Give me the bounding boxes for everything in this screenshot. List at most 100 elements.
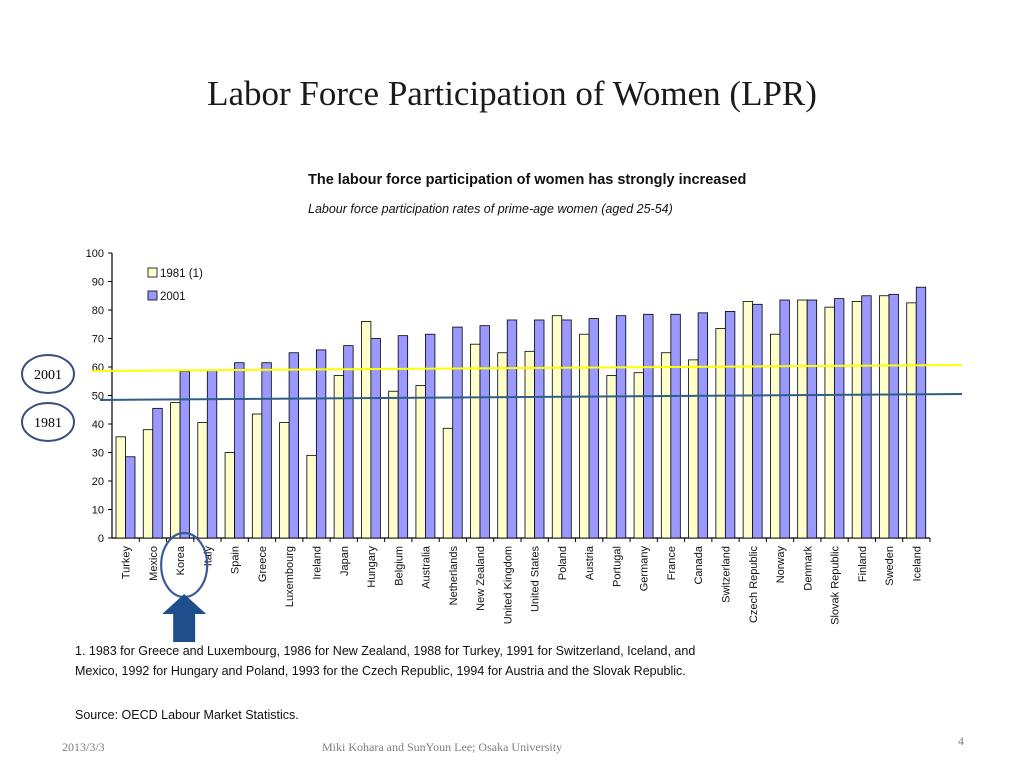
bar-2001-netherlands <box>452 326 463 539</box>
y-tick-label: 100 <box>86 248 104 260</box>
chart-subtitle: Labour force participation rates of prim… <box>308 202 673 216</box>
bar-1981-greece <box>251 413 263 539</box>
x-tick-label: Norway <box>775 546 787 584</box>
x-tick-label: Hungary <box>366 546 378 588</box>
reference-label-2001: 2001 <box>34 368 62 383</box>
x-tick-label: Sweden <box>884 546 896 586</box>
bar-1981-japan <box>333 375 345 539</box>
bar-1981-ireland <box>306 454 317 539</box>
bar-2001-finland <box>861 295 872 539</box>
x-tick-label: Greece <box>257 546 269 582</box>
bar-2001-korea <box>179 370 190 539</box>
bar-1981-norway <box>770 333 781 539</box>
chart-footnote: 1. 1983 for Greece and Luxembourg, 1986 … <box>75 644 696 678</box>
bar-1981-france <box>660 352 672 539</box>
bar-1981-spain <box>224 452 235 539</box>
x-tick-label: Switzerland <box>721 546 733 603</box>
x-tick-label: New Zealand <box>475 546 487 611</box>
bar-2001-ireland <box>315 349 327 539</box>
bar-2001-norway <box>779 299 790 539</box>
x-tick-label: Australia <box>421 545 433 589</box>
bar-2001-germany <box>643 313 654 539</box>
x-tick-label: Belgium <box>393 546 405 586</box>
bar-2001-mexico <box>152 407 163 539</box>
x-tick-label: Netherlands <box>448 546 460 606</box>
x-tick-label: Ireland <box>312 546 324 580</box>
x-tick-label: Mexico <box>148 546 160 581</box>
bar-2001-hungary <box>370 338 381 539</box>
bar-2001-sweden <box>888 293 899 539</box>
bar-1981-iceland <box>906 302 917 539</box>
bar-1981-czech-republic <box>742 301 754 539</box>
legend-swatch <box>147 267 158 278</box>
bar-2001-denmark <box>806 299 818 539</box>
reference-label-circle-2001 <box>21 354 75 394</box>
bar-1981-turkey <box>115 436 126 539</box>
bar-1981-denmark <box>797 299 808 539</box>
chart-title: The labour force participation of women … <box>308 172 747 188</box>
reference-line-1981 <box>99 393 963 401</box>
bar-1981-poland <box>551 315 563 539</box>
bar-2001-slovak-republic <box>834 298 845 539</box>
bar-2001-spain <box>234 362 245 539</box>
up-arrow-icon <box>162 594 207 642</box>
bar-1981-finland <box>851 301 863 539</box>
bar-2001-united-states <box>534 319 545 539</box>
x-tick-label: Slovak Republic <box>830 546 842 625</box>
y-tick-label: 0 <box>98 533 104 545</box>
chart-source: Source: OECD Labour Market Statistics. <box>75 708 299 722</box>
bar-2001-portugal <box>615 315 627 539</box>
x-tick-label: United States <box>530 546 542 613</box>
page-number: 4 <box>958 734 964 748</box>
bar-1981-austria <box>579 333 590 539</box>
bar-2001-austria <box>588 318 599 539</box>
bar-2001-turkey <box>125 456 136 539</box>
bar-1981-italy <box>197 422 208 539</box>
bar-2001-luxembourg <box>288 352 300 539</box>
x-tick-label: Canada <box>693 545 705 584</box>
bar-1981-new-zealand <box>470 343 481 539</box>
bar-1981-united-states <box>524 350 535 539</box>
x-tick-label: France <box>666 546 678 580</box>
y-tick-label: 70 <box>92 334 104 346</box>
bar-1981-korea <box>170 402 181 539</box>
reference-line-2001 <box>91 364 963 372</box>
bar-1981-germany <box>633 372 644 539</box>
bar-1981-mexico <box>142 429 154 539</box>
bar-2001-greece <box>261 362 272 539</box>
x-tick-label: Spain <box>230 546 242 574</box>
y-tick-label: 80 <box>92 305 104 317</box>
footer-authors: Miki Kohara and SunYoun Lee; Osaka Unive… <box>322 740 563 754</box>
bar-1981-sweden <box>879 295 890 539</box>
x-tick-label: Portugal <box>611 546 623 587</box>
y-tick-label: 90 <box>92 277 104 289</box>
legend-swatch <box>147 290 158 301</box>
x-tick-label: Poland <box>557 546 569 580</box>
y-tick-label: 60 <box>92 362 104 374</box>
y-tick-label: 20 <box>92 476 104 488</box>
bar-1981-canada <box>688 359 699 539</box>
bar-1981-netherlands <box>442 427 454 539</box>
x-tick-label: Finland <box>857 546 869 582</box>
bar-1981-switzerland <box>715 328 726 539</box>
bar-1981-hungary <box>360 320 372 539</box>
bar-2001-italy <box>206 369 218 539</box>
bar-1981-luxembourg <box>279 422 290 539</box>
bar-2001-czech-republic <box>752 303 763 539</box>
x-tick-label: Turkey <box>121 546 133 580</box>
slide-title: Labor Force Participation of Women (LPR) <box>207 74 817 113</box>
bar-1981-portugal <box>606 375 617 539</box>
x-tick-label: Luxembourg <box>284 546 296 607</box>
footer-date: 2013/3/3 <box>62 740 105 754</box>
bar-2001-switzerland <box>724 311 736 539</box>
x-tick-label: Germany <box>639 546 651 592</box>
bar-1981-slovak-republic <box>824 306 835 539</box>
y-tick-label: 40 <box>92 419 104 431</box>
legend-label: 2001 <box>160 291 186 303</box>
bar-2001-belgium <box>397 335 409 539</box>
x-tick-label: United Kingdom <box>502 546 514 624</box>
bar-2001-iceland <box>915 286 927 539</box>
y-tick-label: 10 <box>92 505 104 517</box>
bar-1981-australia <box>415 385 426 539</box>
y-tick-label: 30 <box>92 448 104 460</box>
